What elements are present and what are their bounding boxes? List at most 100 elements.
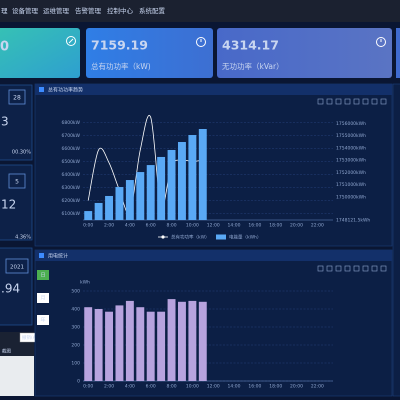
bar bbox=[188, 135, 197, 220]
bar bbox=[157, 156, 166, 220]
calendar-icon bbox=[5, 258, 29, 274]
legend-label: 电能量（kWh） bbox=[229, 234, 261, 241]
card-icon bbox=[376, 37, 386, 47]
calendar-icon bbox=[8, 173, 26, 189]
x-tick-label: 20:00 bbox=[290, 384, 303, 390]
side-change: 4.36% bbox=[15, 235, 31, 241]
nav: 理 设备管理 运维管理 告警管理 控制中心 系统配置 bbox=[1, 6, 166, 15]
y2-tick-label: 1752000kWh bbox=[336, 170, 366, 176]
y-tick-label: 0 bbox=[77, 379, 80, 385]
y-tick-label: 300 bbox=[71, 325, 80, 331]
x-tick-label: 16:00 bbox=[248, 223, 261, 229]
bar bbox=[125, 300, 134, 381]
side-value: 3 bbox=[1, 115, 9, 129]
calendar-icon bbox=[8, 89, 26, 105]
nav-item[interactable]: 控制中心 bbox=[107, 6, 134, 15]
y-tick-label: 6500kW bbox=[61, 159, 80, 165]
x-tick-label: 14:00 bbox=[228, 384, 241, 390]
x-tick-label: 14:00 bbox=[228, 223, 241, 229]
y-tick-label: 200 bbox=[71, 343, 80, 349]
card bbox=[217, 28, 392, 78]
bar bbox=[84, 211, 93, 220]
side-card bbox=[0, 247, 33, 326]
bar bbox=[146, 165, 155, 220]
bar bbox=[157, 311, 166, 381]
x-tick-label: 8:00 bbox=[166, 384, 176, 390]
side-card bbox=[0, 84, 33, 161]
panel-icon bbox=[39, 87, 44, 92]
period-button-label[interactable]: 年 bbox=[40, 317, 45, 324]
bar bbox=[146, 311, 155, 381]
card-icon bbox=[196, 37, 206, 47]
bar bbox=[167, 149, 176, 220]
card bbox=[396, 28, 400, 78]
nav-item[interactable]: 告警管理 bbox=[75, 6, 102, 15]
card-icon bbox=[66, 36, 76, 46]
nav-item[interactable]: 设备管理 bbox=[12, 6, 39, 15]
x-tick-label: 18:00 bbox=[269, 223, 282, 229]
period-button[interactable] bbox=[37, 270, 49, 280]
card-value: 4314.17 bbox=[222, 38, 279, 53]
nav-item[interactable]: 系统配置 bbox=[139, 6, 166, 15]
x-tick-label: 10:00 bbox=[186, 384, 199, 390]
panel-header bbox=[35, 84, 392, 95]
x-tick-label: 4:00 bbox=[125, 384, 135, 390]
period-button[interactable] bbox=[37, 315, 49, 325]
y-tick-label: 500 bbox=[71, 289, 80, 295]
y-tick-label: 6800kW bbox=[61, 120, 80, 126]
y-tick-label: 6200kW bbox=[61, 198, 80, 204]
x-tick-label: 20:00 bbox=[290, 223, 303, 229]
bar bbox=[84, 307, 93, 381]
card-icon bbox=[68, 38, 74, 44]
nav-item[interactable]: 理 bbox=[1, 7, 8, 15]
period-button[interactable] bbox=[37, 293, 49, 303]
card-label: 总有功功率（kW) bbox=[91, 61, 151, 71]
y-tick-label: 100 bbox=[71, 361, 80, 367]
panel bbox=[34, 249, 393, 397]
side-change: 00.30% bbox=[12, 150, 31, 156]
bar bbox=[136, 172, 145, 220]
x-tick-label: 8:00 bbox=[166, 223, 176, 229]
bar bbox=[198, 301, 207, 381]
period-button-label[interactable]: 月 bbox=[40, 296, 45, 302]
side-card bbox=[0, 164, 33, 241]
calendar-day: 2021 bbox=[10, 265, 24, 271]
x-tick-label: 22:00 bbox=[311, 384, 324, 390]
card-value: 7159.19 bbox=[91, 38, 148, 53]
x-tick-label: 4:00 bbox=[125, 223, 135, 229]
y2-tick-label: 1753000kWh bbox=[336, 158, 366, 164]
y2-tick-label: 1748121.5kWh bbox=[336, 218, 370, 224]
y2-tick-label: 1755000kWh bbox=[336, 133, 366, 139]
x-tick-label: 16:00 bbox=[248, 384, 261, 390]
card bbox=[0, 28, 80, 78]
card-label: 无功功率（kVar） bbox=[222, 61, 284, 71]
x-tick-label: 22:00 bbox=[311, 223, 324, 229]
panel-icon bbox=[39, 253, 44, 258]
bar bbox=[167, 299, 176, 381]
y2-tick-label: 1756000kWh bbox=[336, 121, 366, 127]
calendar-day: 28 bbox=[13, 95, 21, 102]
bar bbox=[94, 309, 103, 381]
bar bbox=[115, 305, 124, 381]
x-tick-label: 0:00 bbox=[83, 223, 93, 229]
toolbar[interactable] bbox=[317, 98, 387, 272]
y-tick-label: 6400kW bbox=[61, 172, 80, 178]
y2-tick-label: 1750000kWh bbox=[336, 194, 366, 200]
y-tick-label: 6600kW bbox=[61, 146, 80, 152]
x-tick-label: 18:00 bbox=[269, 384, 282, 390]
bar bbox=[136, 307, 145, 381]
x-tick-label: 2:00 bbox=[104, 223, 114, 229]
period-button-label[interactable]: 日 bbox=[40, 273, 45, 279]
bar bbox=[178, 142, 186, 220]
x-tick-label: 6:00 bbox=[146, 223, 156, 229]
x-tick-label: 12:00 bbox=[207, 223, 220, 229]
panel-header bbox=[35, 250, 392, 261]
nav-bar bbox=[0, 0, 400, 22]
x-tick-label: 12:00 bbox=[207, 384, 220, 390]
legend-label: 总有功功率（kW） bbox=[171, 234, 210, 241]
x-tick-label: 2:00 bbox=[104, 384, 114, 390]
nav-item[interactable]: 运维管理 bbox=[43, 6, 70, 15]
side-value: 12 bbox=[1, 198, 16, 212]
